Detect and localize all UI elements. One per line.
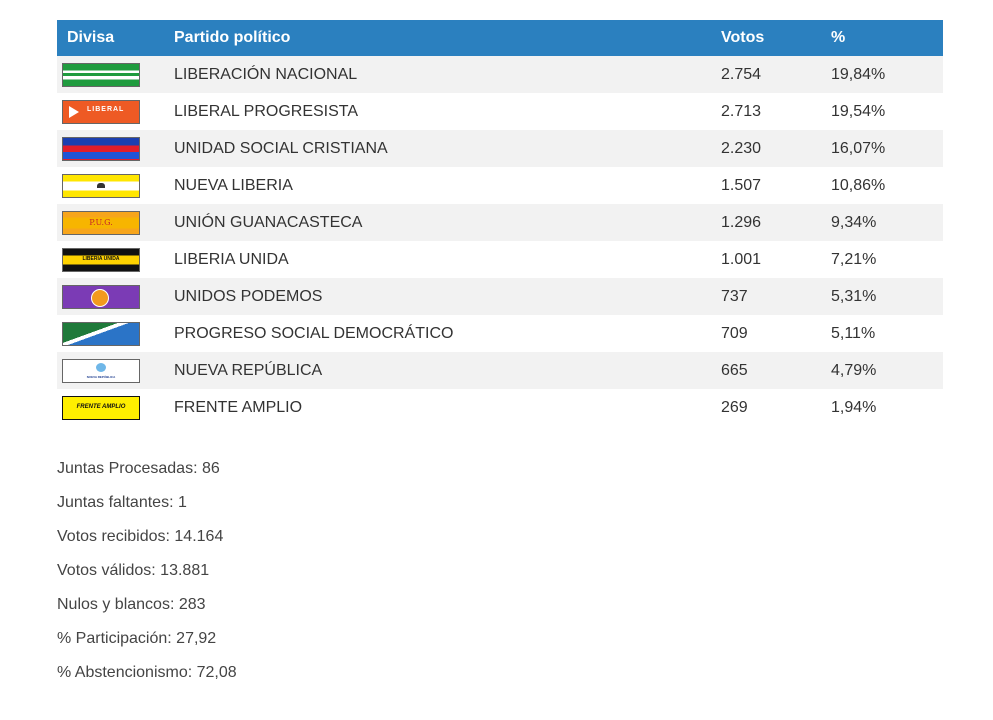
party-votes: 1.296 <box>721 204 831 241</box>
party-flag-nueva-republica: NUEVA REPÚBLICA <box>62 358 140 383</box>
table-row: LIBERIA UNIDA LIBERIA UNIDA 1.001 7,21% <box>57 241 943 278</box>
flag-cell: P.U.G. <box>57 204 174 241</box>
header-flag: Divisa <box>57 20 174 56</box>
stat-juntas-procesadas: Juntas Procesadas: 86 <box>57 460 220 477</box>
party-votes: 737 <box>721 278 831 315</box>
party-name: UNIÓN GUANACASTECA <box>174 204 721 241</box>
party-votes: 709 <box>721 315 831 352</box>
flag-cell <box>57 130 174 167</box>
results-table: Divisa Partido político Votos % LIBERACI… <box>57 20 943 426</box>
stat-juntas-faltantes: Juntas faltantes: 1 <box>57 494 187 511</box>
flag-label: LIBERAL <box>87 105 125 113</box>
party-votes: 1.507 <box>721 167 831 204</box>
party-votes: 2.713 <box>721 93 831 130</box>
flag-cell <box>57 315 174 352</box>
flag-cell: LIBERAL <box>57 93 174 130</box>
flag-label: P.U.G. <box>89 217 113 227</box>
party-percent: 5,11% <box>831 315 943 352</box>
podemos-logo-icon <box>91 288 109 307</box>
party-percent: 7,21% <box>831 241 943 278</box>
party-name: UNIDOS PODEMOS <box>174 278 721 315</box>
party-percent: 10,86% <box>831 167 943 204</box>
party-percent: 9,34% <box>831 204 943 241</box>
flag-cell: NUEVA REPÚBLICA <box>57 352 174 389</box>
party-name: FRENTE AMPLIO <box>174 389 721 426</box>
table-row: UNIDAD SOCIAL CRISTIANA 2.230 16,07% <box>57 130 943 167</box>
flag-cell <box>57 278 174 315</box>
party-flag-unidad-social-cristiana <box>62 136 140 161</box>
party-votes: 2.754 <box>721 56 831 93</box>
party-votes: 1.001 <box>721 241 831 278</box>
party-name: LIBERAL PROGRESISTA <box>174 93 721 130</box>
party-flag-liberal-progresista: LIBERAL <box>62 99 140 124</box>
table-row: LIBERACIÓN NACIONAL 2.754 19,84% <box>57 56 943 93</box>
party-percent: 19,54% <box>831 93 943 130</box>
party-percent: 16,07% <box>831 130 943 167</box>
header-votes: Votos <box>721 20 831 56</box>
flag-label: NUEVA REPÚBLICA <box>86 374 116 379</box>
party-votes: 269 <box>721 389 831 426</box>
party-flag-liberia-unida: LIBERIA UNIDA <box>62 247 140 272</box>
summary-stats: Juntas Procesadas: 86 Juntas faltantes: … <box>57 459 237 697</box>
flag-cell: FRENTE AMPLIO <box>57 389 174 426</box>
header-percent: % <box>831 20 943 56</box>
flag-cell <box>57 167 174 204</box>
party-name: NUEVA LIBERIA <box>174 167 721 204</box>
party-name: NUEVA REPÚBLICA <box>174 352 721 389</box>
party-name: UNIDAD SOCIAL CRISTIANA <box>174 130 721 167</box>
party-flag-frente-amplio: FRENTE AMPLIO <box>62 395 140 420</box>
flag-label: FRENTE AMPLIO <box>76 403 126 410</box>
party-votes: 2.230 <box>721 130 831 167</box>
table-row: LIBERAL LIBERAL PROGRESISTA 2.713 19,54% <box>57 93 943 130</box>
party-flag-unidos-podemos <box>62 284 140 309</box>
stat-participacion: % Participación: 27,92 <box>57 630 217 647</box>
party-flag-progreso-social-democratico <box>62 321 140 346</box>
header-party: Partido político <box>174 20 721 56</box>
party-name: PROGRESO SOCIAL DEMOCRÁTICO <box>174 315 721 352</box>
table-row: FRENTE AMPLIO FRENTE AMPLIO 269 1,94% <box>57 389 943 426</box>
bird-icon <box>97 182 105 188</box>
party-percent: 5,31% <box>831 278 943 315</box>
table-row: UNIDOS PODEMOS 737 5,31% <box>57 278 943 315</box>
party-flag-nueva-liberia <box>62 173 140 198</box>
party-name: LIBERIA UNIDA <box>174 241 721 278</box>
party-percent: 4,79% <box>831 352 943 389</box>
stat-abstencionismo: % Abstencionismo: 72,08 <box>57 664 237 681</box>
party-flag-union-guanacasteca: P.U.G. <box>62 210 140 235</box>
stat-nulos-blancos: Nulos y blancos: 283 <box>57 596 206 613</box>
party-votes: 665 <box>721 352 831 389</box>
flag-cell: LIBERIA UNIDA <box>57 241 174 278</box>
table-row: P.U.G. UNIÓN GUANACASTECA 1.296 9,34% <box>57 204 943 241</box>
nueva-republica-logo-icon <box>96 362 106 372</box>
table-row: NUEVA LIBERIA 1.507 10,86% <box>57 167 943 204</box>
party-name: LIBERACIÓN NACIONAL <box>174 56 721 93</box>
flag-label: LIBERIA UNIDA <box>82 255 120 262</box>
table-row: PROGRESO SOCIAL DEMOCRÁTICO 709 5,11% <box>57 315 943 352</box>
flag-cell <box>57 56 174 93</box>
table-header-row: Divisa Partido político Votos % <box>57 20 943 56</box>
party-percent: 1,94% <box>831 389 943 426</box>
stat-votos-recibidos: Votos recibidos: 14.164 <box>57 528 224 545</box>
table-row: NUEVA REPÚBLICA NUEVA REPÚBLICA 665 4,79… <box>57 352 943 389</box>
party-flag-liberacion-nacional <box>62 62 140 87</box>
stat-votos-validos: Votos válidos: 13.881 <box>57 562 210 579</box>
party-percent: 19,84% <box>831 56 943 93</box>
